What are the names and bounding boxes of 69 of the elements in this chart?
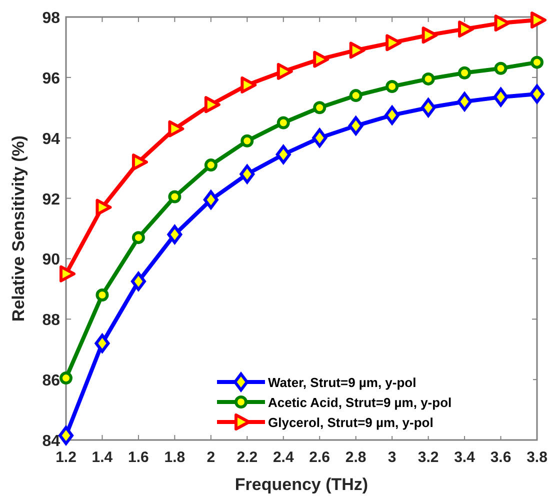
point	[530, 56, 544, 69]
x-tick-label: 1.6	[128, 449, 149, 466]
point	[204, 158, 218, 172]
x-tick-label: 2.6	[309, 449, 330, 466]
point	[494, 62, 508, 75]
x-tick-label: 3.4	[454, 449, 476, 466]
point	[132, 154, 148, 171]
x-tick-label: 3.6	[490, 449, 512, 466]
point	[530, 84, 544, 104]
point	[132, 231, 145, 244]
y-tick-label: 98	[42, 10, 60, 27]
point	[168, 190, 182, 204]
point	[384, 106, 400, 125]
point	[240, 134, 254, 148]
y-axis-title: Relative Sensitivity (%)	[9, 135, 28, 322]
y-tick-label: 88	[42, 312, 60, 330]
x-tick-label: 2.8	[345, 449, 366, 466]
legend-label: Water, Strut=9 µm, y-pol	[268, 375, 416, 390]
point	[494, 14, 510, 32]
point	[458, 66, 472, 80]
x-tick-label: 3	[388, 449, 396, 466]
x-tick-label: 1.8	[164, 449, 186, 466]
y-tick-label: 96	[42, 70, 60, 88]
point	[313, 50, 330, 68]
x-tick-label: 2	[206, 449, 216, 466]
point	[422, 26, 438, 44]
point	[60, 265, 76, 282]
point	[349, 42, 366, 59]
point	[240, 76, 257, 94]
x-axis-title: Frequency (THz)	[234, 475, 368, 494]
legend-label: Acetic Acid, Strut=9 µm, y-pol	[268, 395, 452, 410]
y-tick-label: 86	[42, 372, 60, 390]
point	[203, 190, 218, 210]
y-tick-label: 84	[42, 433, 60, 450]
x-tick-label: 1.2	[56, 449, 76, 466]
legend-label: Glycerol, Strut=9 µm, y-pol	[268, 415, 434, 430]
x-tick-label: 3.2	[418, 449, 439, 466]
point	[348, 116, 364, 136]
point	[313, 101, 326, 114]
point	[58, 426, 74, 445]
y-tick-label: 90	[42, 252, 60, 269]
point	[276, 62, 293, 80]
point	[240, 164, 255, 184]
y-tick-label: 94	[42, 130, 60, 148]
point	[96, 198, 112, 216]
x-tick-label: 2.2	[236, 449, 258, 466]
point	[386, 34, 402, 52]
point	[493, 88, 508, 107]
x-tick-label: 1.4	[92, 449, 114, 466]
point	[96, 288, 109, 302]
point	[349, 89, 362, 102]
point	[312, 128, 328, 148]
point	[458, 20, 474, 38]
point	[94, 334, 110, 353]
point	[276, 144, 291, 164]
x-tick-label: 2.4	[272, 449, 294, 466]
y-tick-label: 92	[42, 191, 60, 208]
point	[276, 116, 290, 130]
point	[530, 12, 546, 29]
point	[457, 92, 472, 112]
point	[168, 120, 184, 138]
point	[386, 80, 399, 93]
point	[60, 372, 72, 385]
point	[420, 98, 436, 118]
point	[130, 272, 146, 291]
x-tick-label: 3.8	[526, 449, 548, 466]
point	[167, 225, 182, 244]
point	[422, 72, 435, 86]
point	[204, 96, 220, 114]
